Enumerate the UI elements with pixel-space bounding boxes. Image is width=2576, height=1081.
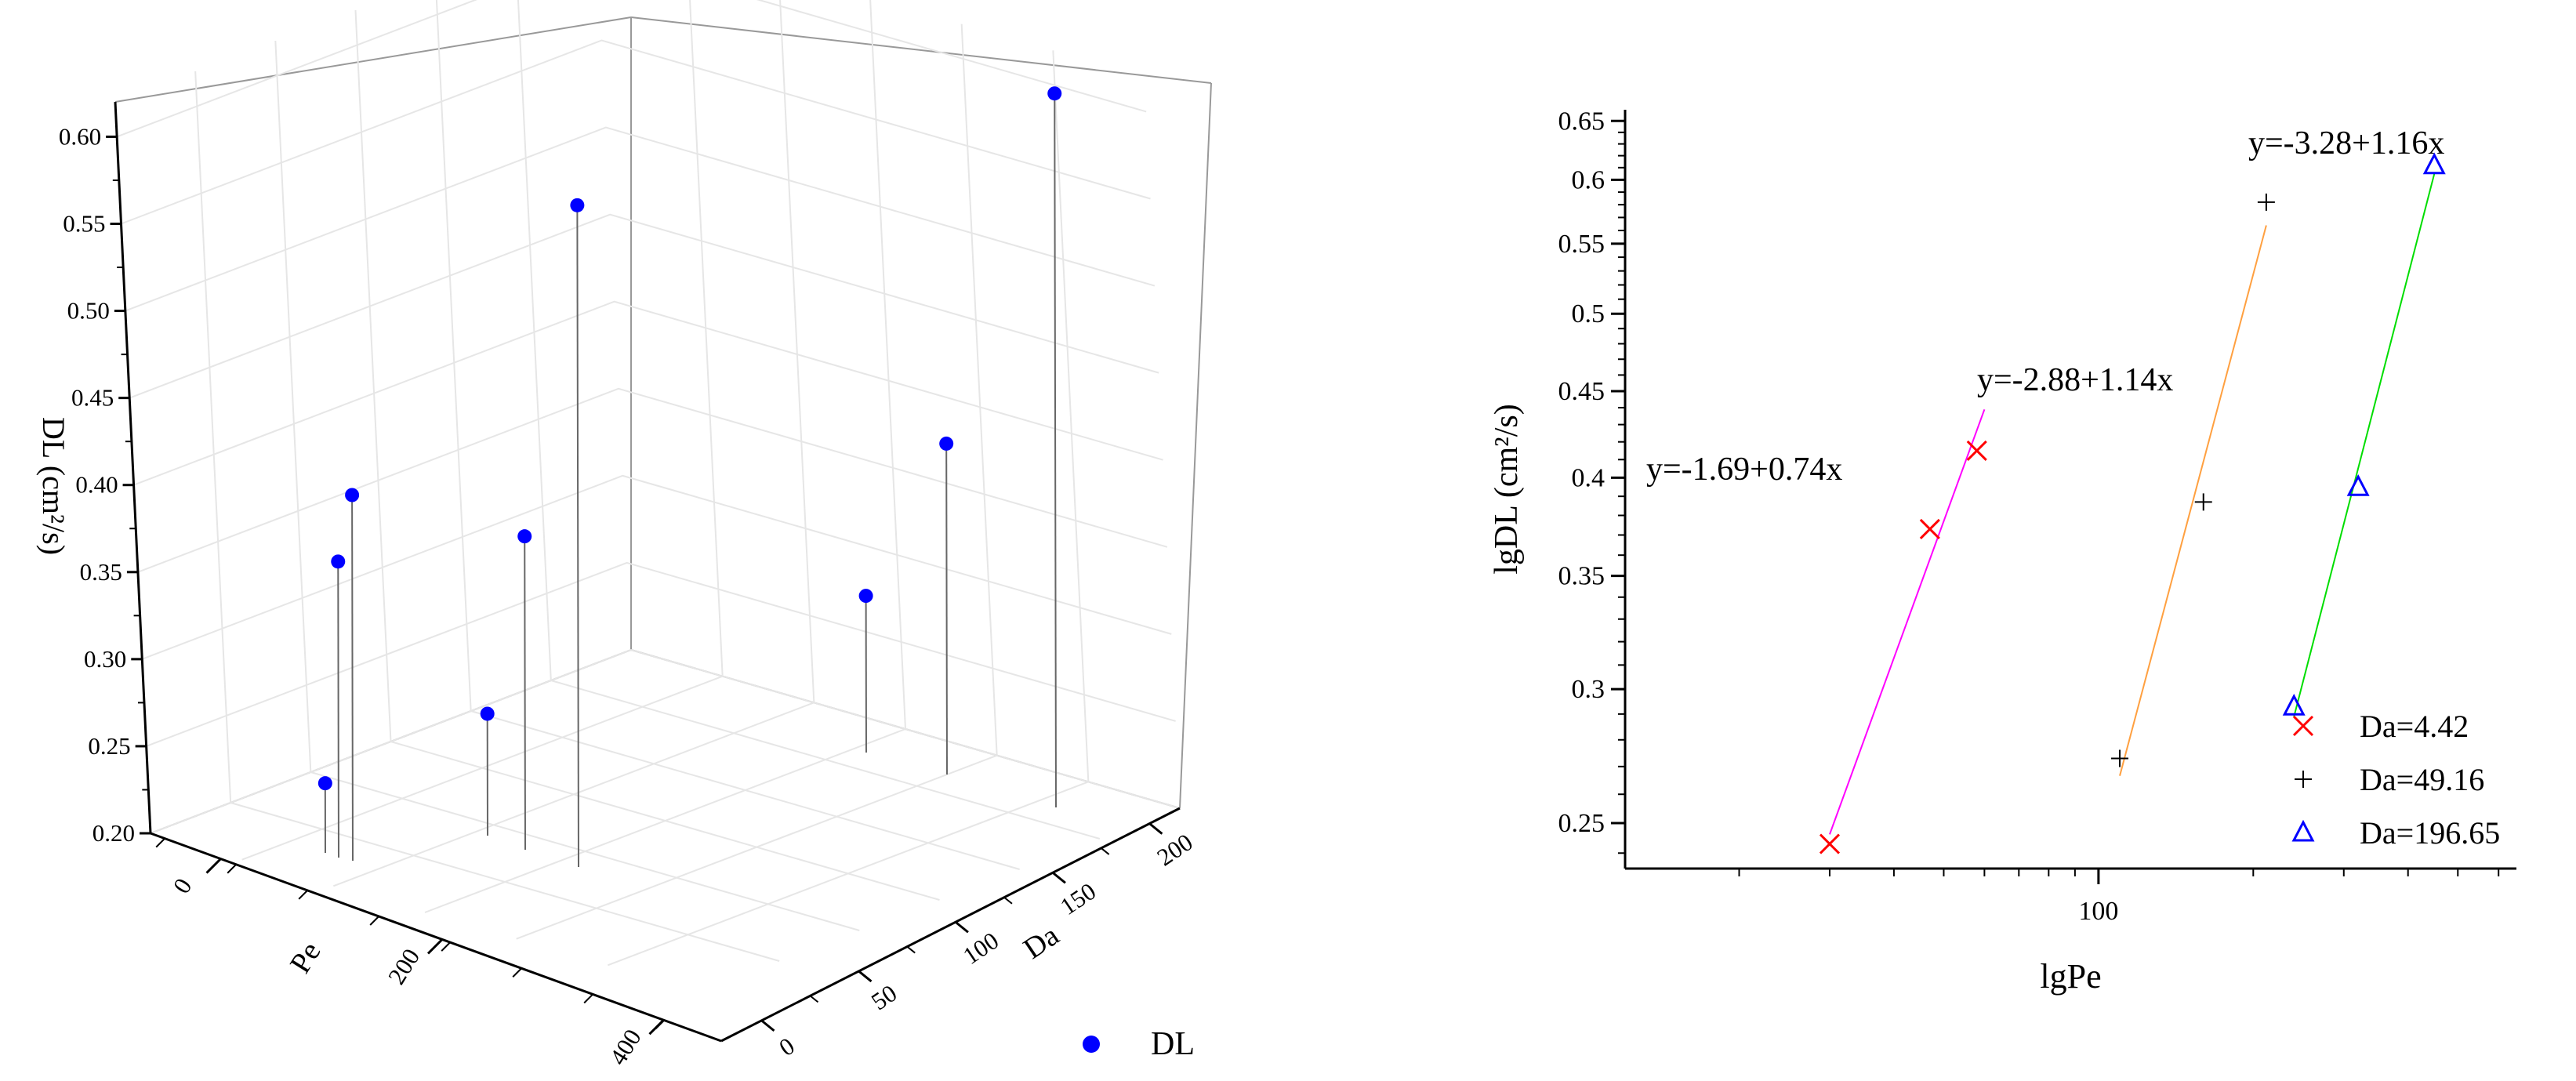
z-tick-label: 0.60	[59, 122, 101, 150]
data-point	[517, 529, 532, 544]
z-tick-label: 0.50	[67, 297, 110, 325]
pe-axis-line	[150, 832, 722, 1043]
y-tick-label: 0.3	[1572, 675, 1605, 704]
da-minor-tick	[1003, 896, 1013, 905]
dl-3d-stem-chart: 0.20 0.25 0.30 0.35 0.40 0.45 0.50 0.55 0.60 DL (…	[36, 0, 1212, 1070]
pe-minor-tick	[227, 864, 237, 874]
pe-minor-tick	[298, 890, 308, 900]
da-tick	[858, 970, 873, 983]
data-marker	[1966, 440, 1987, 461]
data-marker	[2292, 715, 2314, 737]
legend-label: Da=196.65	[2360, 815, 2500, 851]
da-minor-tick	[906, 945, 916, 954]
wall-grid-line	[194, 71, 232, 803]
z-tick-label: 0.45	[71, 384, 114, 412]
wall-grid-line	[960, 24, 998, 756]
z-axis-label: DL (cm²/s)	[36, 417, 71, 555]
data-point	[570, 198, 585, 212]
pe-tick	[205, 858, 222, 874]
da-axis-line	[720, 807, 1181, 1043]
z-tick-label: 0.25	[88, 732, 130, 760]
pe-tick	[426, 938, 444, 955]
data-stem	[1054, 93, 1057, 808]
y-tick-label: 0.6	[1572, 165, 1605, 194]
wall-grid-line	[869, 0, 906, 730]
legend-marker	[1083, 1036, 1100, 1053]
x-axis-label: lgPe	[2040, 957, 2101, 996]
legend-label: Da=4.42	[2360, 709, 2469, 744]
data-marker	[1919, 518, 1940, 539]
fit-equation-label: y=-1.69+0.74x	[1646, 452, 1842, 488]
wall-grid-line	[1052, 50, 1090, 782]
data-point	[939, 436, 954, 451]
da-minor-tick	[1101, 847, 1110, 855]
wall-grid-line	[435, 0, 472, 712]
box-edge	[1179, 82, 1212, 809]
data-point	[858, 589, 873, 604]
data-point	[480, 706, 495, 721]
da-tick	[1052, 872, 1066, 884]
data-point	[345, 488, 360, 502]
box-edge	[630, 16, 1212, 84]
data-marker	[2346, 473, 2370, 496]
wall-grid-line	[689, 0, 724, 677]
z-tick-label: 0.35	[80, 558, 122, 586]
wall-grid-line	[517, 0, 552, 681]
pe-minor-tick	[583, 993, 593, 1004]
y-tick-label: 0.65	[1558, 107, 1605, 136]
z-tick-label: 0.30	[84, 645, 126, 673]
y-tick-label: 0.25	[1558, 809, 1605, 838]
data-point	[317, 776, 332, 791]
y-tick-label: 0.45	[1558, 377, 1605, 406]
x-tick-label: 100	[2078, 897, 2118, 926]
wall-grid-line	[779, 0, 815, 703]
data-stem	[576, 205, 579, 868]
da-tick	[954, 921, 969, 934]
fit-line	[2293, 173, 2436, 717]
fit-equation-label: y=-2.88+1.14x	[1977, 362, 2173, 398]
y-axis-label: lgDL (cm²/s)	[1489, 404, 1525, 575]
pe-minor-tick	[369, 916, 379, 926]
data-stem	[337, 561, 339, 858]
data-stem	[945, 443, 948, 775]
y-tick-label: 0.4	[1572, 463, 1605, 492]
y-tick-label: 0.35	[1558, 562, 1605, 591]
data-marker	[2422, 152, 2446, 175]
data-stem	[351, 495, 354, 862]
z-tick-label: 0.20	[93, 819, 135, 847]
fit-line	[1829, 408, 1986, 835]
legend-label: Da=49.16	[2360, 762, 2484, 797]
data-stem	[524, 536, 526, 851]
z-tick-label: 0.40	[75, 471, 118, 499]
data-marker	[2282, 693, 2306, 716]
pe-minor-tick	[155, 837, 165, 848]
data-marker	[1819, 833, 1841, 854]
wall-grid-line	[274, 40, 312, 773]
data-point	[331, 554, 346, 569]
fit-equation-label: y=-3.28+1.16x	[2248, 125, 2444, 161]
da-tick	[760, 1019, 775, 1032]
data-point	[1047, 86, 1062, 101]
pe-tick	[648, 1019, 665, 1036]
y-tick-label: 0.5	[1572, 299, 1605, 328]
legend-label: DL	[1151, 1026, 1195, 1062]
z-tick-label: 0.55	[63, 210, 105, 238]
pe-minor-tick	[441, 941, 451, 952]
box-edge	[114, 16, 632, 103]
fit-line	[2119, 225, 2267, 776]
floor-grid-line	[607, 781, 1089, 967]
pe-minor-tick	[512, 967, 522, 978]
wall-grid-line	[354, 9, 392, 742]
data-marker	[2291, 819, 2315, 842]
y-tick-label: 0.55	[1558, 230, 1605, 259]
da-minor-tick	[809, 995, 819, 1003]
da-tick	[1148, 822, 1163, 835]
